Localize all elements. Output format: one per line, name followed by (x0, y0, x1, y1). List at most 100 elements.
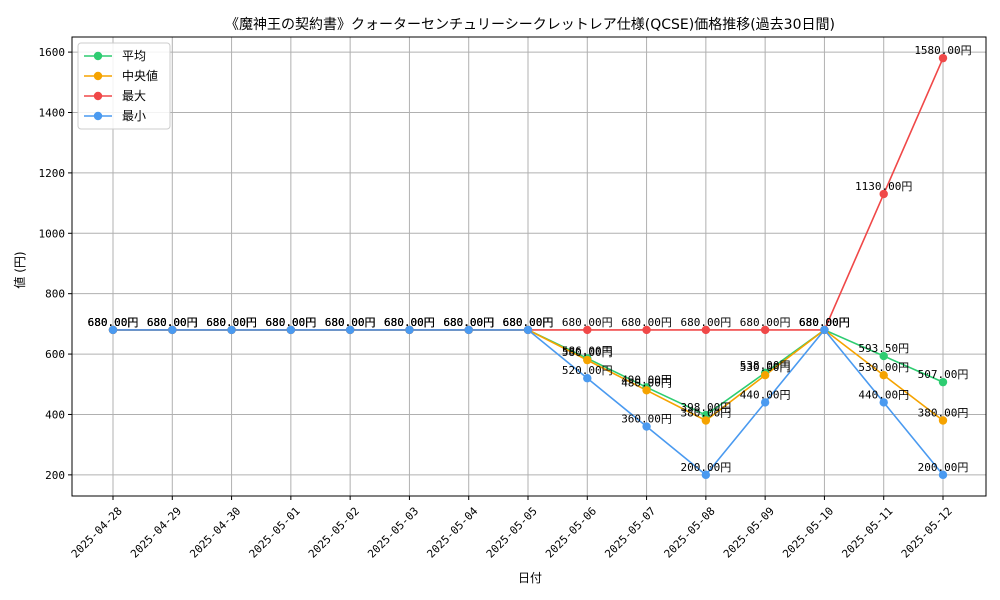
data-label: 680.00円 (503, 316, 554, 329)
data-point (820, 325, 829, 335)
data-point (879, 351, 888, 361)
data-label: 680.00円 (206, 316, 257, 329)
data-label: 680.00円 (88, 316, 139, 329)
x-tick-label: 2025-05-01 (247, 505, 303, 561)
data-point (938, 53, 948, 63)
legend-label: 最小 (122, 109, 146, 123)
x-tick-label: 2025-05-03 (365, 505, 421, 561)
data-label: 680.00円 (206, 316, 257, 329)
data-label: 580.00円 (562, 346, 613, 359)
y-tick-label: 800 (45, 288, 65, 301)
data-label: 680.00円 (265, 316, 316, 329)
data-point (286, 325, 296, 335)
data-label-layer: 680.00円 680.00円 680.00円 680.00円 680.00円 680.0… (88, 44, 972, 474)
x-axis-label: 日付 (518, 571, 542, 585)
data-point (938, 416, 948, 425)
data-point (701, 416, 711, 425)
y-tick-label: 200 (45, 469, 65, 482)
data-point (879, 398, 888, 407)
data-label: 680.00円 (503, 316, 554, 329)
y-tick-label: 1600 (39, 46, 66, 59)
data-point (760, 325, 770, 335)
data-point (108, 325, 118, 335)
x-tick-label: 2025-05-04 (424, 504, 480, 560)
data-label: 380.00円 (918, 407, 969, 420)
data-label: 680.00円 (562, 316, 613, 329)
data-label: 680.00円 (740, 316, 791, 329)
data-label: 680.00円 (147, 316, 198, 329)
data-label: 680.00円 (799, 316, 850, 329)
data-label: 200.00円 (918, 461, 969, 474)
y-tick-label: 400 (45, 408, 65, 421)
legend-label: 最大 (122, 89, 146, 103)
data-label: 680.00円 (799, 316, 850, 329)
y-tick-label: 1400 (39, 106, 66, 119)
data-label: 680.00円 (265, 316, 316, 329)
data-label: 538.00円 (740, 359, 791, 372)
x-tick-label: 2025-05-07 (602, 505, 658, 561)
data-label: 1130.00円 (855, 180, 912, 193)
legend-marker (93, 71, 103, 81)
data-label: 593.50円 (858, 342, 909, 355)
data-label: 680.00円 (265, 316, 316, 329)
data-point (345, 325, 355, 335)
data-label: 680.00円 (88, 316, 139, 329)
data-point (701, 325, 711, 335)
data-label: 530.00円 (858, 361, 909, 374)
data-label: 680.00円 (325, 316, 376, 329)
data-label: 680.00円 (799, 316, 850, 329)
x-tick-label: 2025-04-30 (187, 505, 243, 561)
data-point (227, 325, 236, 335)
data-point (583, 325, 592, 335)
data-label: 680.00円 (621, 316, 672, 329)
y-axis-label: 値 (円) (12, 251, 27, 288)
data-point (464, 325, 473, 335)
data-label: 680.00円 (206, 316, 257, 329)
legend-marker (93, 111, 103, 121)
data-label: 680.00円 (325, 316, 376, 329)
data-label: 440.00円 (740, 388, 791, 401)
chart-title: 《魔神王の契約書》クォーターセンチュリーシークレットレア仕様(QCSE)価格推移… (225, 17, 835, 33)
data-label: 398.00円 (680, 401, 731, 414)
data-label: 680.00円 (88, 316, 139, 329)
legend-marker (93, 51, 103, 61)
data-label: 680.00円 (325, 316, 376, 329)
data-label: 680.00円 (88, 316, 139, 329)
x-tick-label: 2025-05-06 (543, 505, 599, 561)
x-tick-label: 2025-05-11 (839, 505, 895, 561)
data-label: 680.00円 (503, 316, 554, 329)
data-label: 1580.00円 (914, 44, 971, 57)
data-point (583, 355, 592, 365)
legend-label: 中央値 (122, 68, 158, 83)
data-label: 680.00円 (443, 316, 494, 329)
x-tick-label: 2025-05-05 (484, 505, 540, 561)
x-tick-label: 2025-05-12 (899, 505, 955, 561)
data-label: 200.00円 (680, 461, 731, 474)
data-label: 680.00円 (384, 316, 435, 329)
y-tick-label: 1000 (39, 227, 66, 240)
data-label: 380.00円 (680, 407, 731, 420)
x-tick-label: 2025-04-29 (128, 505, 184, 561)
data-label: 440.00円 (858, 388, 909, 401)
data-point (642, 325, 651, 335)
grid (72, 37, 986, 496)
data-label: 680.00円 (384, 316, 435, 329)
data-label: 680.00円 (680, 316, 731, 329)
x-tick-label: 2025-05-02 (306, 505, 362, 561)
data-label: 680.00円 (147, 316, 198, 329)
data-point (168, 325, 177, 335)
data-label: 680.00円 (147, 316, 198, 329)
x-tick-label: 2025-04-28 (69, 505, 125, 561)
data-label: 480.00円 (621, 376, 672, 389)
legend-label: 平均 (122, 49, 146, 63)
data-label: 507.00円 (918, 368, 969, 381)
data-label: 530.00円 (740, 361, 791, 374)
data-point (642, 386, 651, 395)
data-point (879, 189, 888, 199)
data-label: 490.00円 (621, 373, 672, 386)
y-tick-label: 1200 (39, 167, 66, 180)
data-label: 680.00円 (384, 316, 435, 329)
legend-box (77, 42, 171, 130)
x-tick-label: 2025-05-10 (780, 505, 836, 561)
